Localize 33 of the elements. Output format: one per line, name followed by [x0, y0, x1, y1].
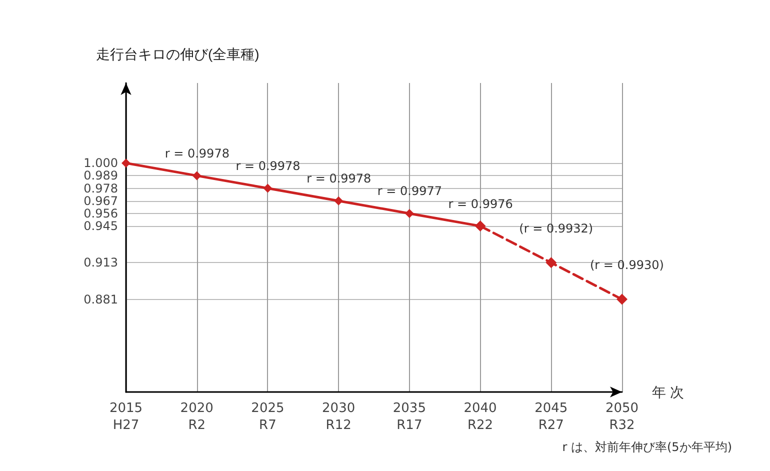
text: r は、対前年伸び率(5か年平均) [562, 440, 732, 454]
y-axis-title: 走行台キロの伸び(全車種) [96, 46, 260, 62]
x-tick-label: 2040 R22 [464, 401, 497, 433]
x-axis-title: 年 次 [652, 384, 684, 400]
point [404, 208, 414, 218]
y-tick-label: 0.967 [84, 194, 118, 208]
annotation: r = 0.9977 [377, 184, 442, 198]
y-tick-label: 0.956 [84, 206, 118, 220]
annotation: r = 0.9978 [164, 146, 230, 160]
x-tick-label: 2050 R32 [605, 401, 639, 433]
y-tick-label: 1.000 [84, 156, 118, 170]
point [616, 294, 628, 305]
y-tick-label: 0.945 [84, 219, 118, 234]
annotation: r = 0.9978 [306, 172, 372, 186]
point [122, 158, 130, 168]
point [192, 171, 202, 180]
y-tick-label: 0.881 [84, 292, 118, 306]
point [263, 184, 272, 193]
x-tick-label: 2045 R27 [534, 401, 568, 433]
y-tick-label: 0.913 [84, 256, 118, 270]
x-tick-label: 2025 R7 [251, 401, 284, 433]
y-tick-label: 0.989 [84, 168, 118, 183]
point [546, 257, 557, 268]
annotation: r = 0.9978 [236, 158, 300, 173]
point [334, 196, 344, 206]
annotation: r = 0.9976 [448, 196, 513, 211]
x-tick-label: 2015 H27 [109, 401, 143, 433]
y-tick-label: 0.978 [84, 181, 118, 196]
annotation: (r = 0.9932) [519, 221, 594, 236]
x-tick-label: 2020 R2 [180, 401, 214, 433]
x-tick-label: 2035 R17 [392, 401, 426, 433]
x-tick-label: 2030 R12 [322, 401, 356, 433]
annotation: (r = 0.9930) [590, 258, 664, 272]
